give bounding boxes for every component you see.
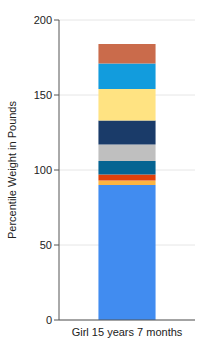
tick-label: 150: [34, 89, 52, 101]
x-axis: [59, 320, 195, 321]
tick-mark: [54, 20, 59, 21]
tick-mark: [54, 320, 59, 321]
y-axis: [59, 20, 60, 320]
bar-segment: [98, 175, 155, 181]
bar-segment: [98, 64, 155, 90]
grid-line: [59, 320, 195, 321]
bar-segment: [98, 44, 155, 64]
bar-segment: [98, 161, 155, 175]
tick-mark: [54, 245, 59, 246]
category-label: Girl 15 years 7 months: [72, 326, 183, 338]
tick-label: 100: [34, 164, 52, 176]
tick-label: 200: [34, 14, 52, 26]
tick-label: 50: [40, 239, 52, 251]
bar-segment: [98, 145, 155, 162]
chart-container: 0 50 100 150 200 Girl 15 years 7 months Percen…: [0, 0, 200, 350]
chart-svg: 0 50 100 150 200 Girl 15 years 7 months Percen…: [0, 0, 200, 350]
tick-mark: [54, 95, 59, 96]
tick-mark: [54, 170, 59, 171]
bar-segment: [98, 185, 155, 320]
bar-segment: [98, 121, 155, 145]
y-axis-label: Percentile Weight in Pounds: [6, 101, 18, 239]
grid-line: [59, 20, 195, 21]
bar-segment: [98, 89, 155, 121]
bar-segment: [98, 181, 155, 186]
tick-label: 0: [46, 314, 52, 326]
bars: [98, 44, 155, 320]
